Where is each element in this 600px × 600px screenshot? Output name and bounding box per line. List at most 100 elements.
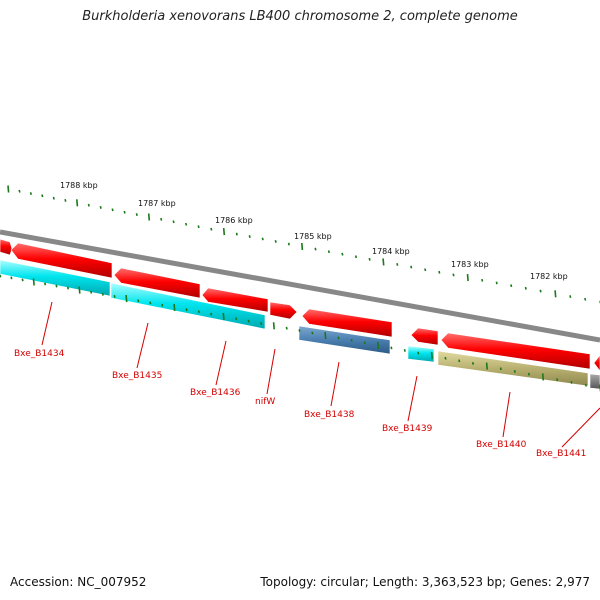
- inner-minor-tick: [458, 359, 461, 363]
- inner-minor-tick: [0, 274, 2, 278]
- ruler-minor-tick: [41, 194, 44, 198]
- gene-label-bxe-b1438[interactable]: Bxe_B1438: [304, 410, 355, 420]
- ruler-minor-tick: [261, 237, 264, 241]
- ruler-minor-tick: [368, 257, 371, 261]
- gene-label-nifw[interactable]: nifW: [255, 397, 275, 407]
- inner-minor-tick: [298, 329, 301, 332]
- genome-summary-text: Topology: circular; Length: 3,363,523 bp…: [260, 575, 590, 589]
- ruler-minor-tick: [99, 206, 102, 209]
- inner-minor-tick: [513, 370, 516, 373]
- inner-minor-tick: [235, 317, 238, 321]
- inner-minor-tick: [90, 290, 93, 294]
- accession-text: Accession: NC_007952: [10, 575, 147, 589]
- inner-major-tick: [485, 362, 488, 370]
- ruler-minor-tick: [197, 225, 200, 229]
- ruler-minor-tick: [235, 232, 238, 236]
- ruler-minor-tick: [396, 263, 399, 266]
- gene-arrow-fwd-2[interactable]: [10, 242, 113, 279]
- inner-major-tick: [125, 295, 128, 303]
- inner-minor-tick: [66, 286, 70, 290]
- ruler-label-1788: 1788 kbp: [60, 181, 98, 190]
- inner-minor-tick: [44, 282, 47, 286]
- gene-arrow-fwd-8[interactable]: [440, 332, 591, 370]
- ruler-minor-tick: [160, 217, 163, 221]
- inner-minor-tick: [570, 381, 573, 384]
- ruler-minor-tick: [123, 210, 126, 214]
- inner-major-tick: [430, 352, 433, 360]
- ruler-minor-tick: [452, 273, 455, 277]
- gene-arrow-rev-4[interactable]: [407, 345, 435, 363]
- leader-bxe-b1436: [215, 340, 227, 386]
- inner-major-tick: [324, 331, 327, 340]
- ruler-minor-tick: [135, 213, 138, 216]
- ruler-minor-tick: [569, 295, 572, 298]
- ruler-minor-tick: [64, 199, 67, 202]
- inner-major-tick: [377, 341, 380, 349]
- genome-backbone: [0, 229, 600, 343]
- gene-labels: Bxe_B1434 Bxe_B1435 Bxe_B1436 nifW Bxe_B…: [14, 349, 586, 459]
- gene-label-bxe-b1440[interactable]: Bxe_B1440: [476, 440, 527, 450]
- inner-minor-tick: [161, 303, 164, 307]
- inner-major-tick: [272, 322, 275, 330]
- ruler-minor-tick: [274, 240, 277, 243]
- gene-arrow-rev-2[interactable]: [110, 282, 266, 330]
- inner-minor-tick: [260, 322, 263, 325]
- gene-label-bxe-b1436[interactable]: Bxe_B1436: [190, 388, 241, 398]
- gene-arrow-fwd-6[interactable]: [301, 308, 393, 338]
- ruler-minor-tick: [354, 255, 358, 259]
- gene-label-bxe-b1434[interactable]: Bxe_B1434: [14, 349, 65, 359]
- ruler-major-tick: [301, 242, 304, 251]
- leader-bxe-b1441: [561, 407, 600, 448]
- gene-arrow-fwd-3[interactable]: [113, 267, 201, 299]
- inner-major-tick: [541, 373, 545, 381]
- gene-arrow-fwd-5[interactable]: [269, 301, 298, 320]
- ruler-major-tick: [466, 274, 469, 282]
- ruler-minor-tick: [424, 268, 427, 272]
- inner-major-tick: [222, 312, 225, 321]
- forward-genes: [0, 238, 600, 372]
- inner-ticks: [0, 274, 600, 392]
- inner-minor-tick: [21, 278, 24, 282]
- inner-minor-tick: [311, 331, 314, 335]
- inner-minor-tick: [527, 372, 530, 376]
- gene-arrow-fwd-9[interactable]: [593, 354, 600, 372]
- ruler-minor-tick: [52, 196, 55, 200]
- ruler-minor-tick: [584, 297, 587, 301]
- gene-arrow-rev-1[interactable]: [0, 259, 111, 297]
- ruler-minor-tick: [111, 208, 114, 212]
- gene-label-bxe-b1439[interactable]: Bxe_B1439: [382, 424, 433, 434]
- inner-minor-tick: [556, 378, 559, 382]
- leader-bxe-b1434: [41, 301, 53, 346]
- ruler-label-1782: 1782 kbp: [530, 272, 568, 281]
- ruler-major-tick: [7, 185, 10, 193]
- ruler-minor-tick: [510, 284, 513, 288]
- inner-minor-tick: [247, 319, 250, 323]
- ruler-minor-tick: [481, 278, 484, 282]
- gene-arrow-fwd-4[interactable]: [201, 287, 269, 313]
- ruler-minor-tick: [410, 265, 413, 269]
- ruler-minor-tick: [248, 235, 251, 238]
- inner-minor-tick: [337, 336, 340, 340]
- gene-arrow-fwd-1[interactable]: [0, 238, 13, 256]
- inner-minor-tick: [403, 349, 406, 352]
- gene-label-bxe-b1441[interactable]: Bxe_B1441: [536, 449, 586, 459]
- gene-arrow-rev-6[interactable]: [589, 373, 600, 390]
- leader-bxe-b1435: [136, 322, 149, 369]
- inner-minor-tick: [185, 308, 188, 312]
- ruler-minor-tick: [341, 252, 344, 256]
- inner-minor-tick: [210, 312, 213, 316]
- leader-nifw: [266, 348, 276, 395]
- ruler-minor-tick: [495, 281, 498, 285]
- ruler-minor-tick: [314, 247, 317, 251]
- gene-arrow-fwd-7[interactable]: [410, 327, 439, 346]
- inner-minor-tick: [499, 367, 502, 371]
- inner-minor-tick: [471, 362, 475, 365]
- ruler-minor-tick: [438, 270, 441, 274]
- inner-minor-tick: [417, 351, 420, 355]
- gene-arrow-rev-5[interactable]: [437, 350, 589, 387]
- leader-bxe-b1439: [407, 375, 418, 422]
- gene-arrow-rev-3[interactable]: [298, 325, 391, 355]
- inner-minor-tick: [350, 338, 353, 342]
- gene-label-bxe-b1435[interactable]: Bxe_B1435: [112, 371, 162, 381]
